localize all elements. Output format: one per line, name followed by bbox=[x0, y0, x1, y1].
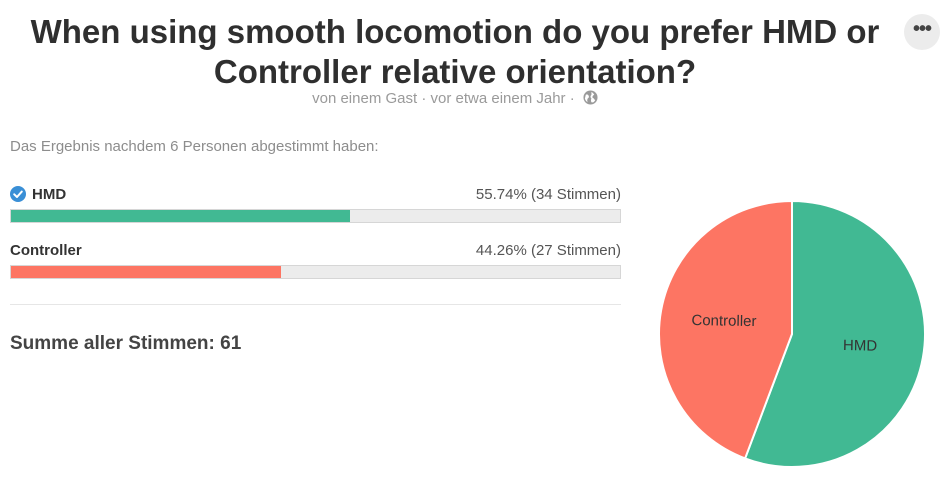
pie-slice-controller bbox=[658, 199, 793, 460]
poll-meta-text: von einem Gast · vor etwa einem Jahr · bbox=[312, 90, 575, 107]
option-controller-stat: 44.26% (27 Stimmen) bbox=[475, 241, 621, 259]
globe-icon bbox=[583, 90, 598, 109]
option-hmd: HMD 55.74% (34 Stimmen) bbox=[10, 184, 621, 223]
option-controller: Controller 44.26% (27 Stimmen) bbox=[10, 240, 621, 279]
option-hmd-bar bbox=[10, 209, 621, 223]
poll-title: When using smooth locomotion do you pref… bbox=[0, 12, 910, 92]
pie-label-controller: Controller bbox=[691, 312, 756, 330]
more-options-button[interactable]: ••• bbox=[904, 14, 940, 50]
result-intro: Das Ergebnis nachdem 6 Personen abgestim… bbox=[10, 138, 379, 155]
option-controller-label: Controller bbox=[10, 241, 82, 259]
total-votes: Summe aller Stimmen: 61 bbox=[10, 333, 242, 354]
poll-meta: von einem Gast · vor etwa einem Jahr · bbox=[0, 90, 910, 109]
divider bbox=[10, 304, 621, 305]
option-hmd-stat: 55.74% (34 Stimmen) bbox=[475, 185, 621, 203]
pie-chart: HMD Controller bbox=[658, 199, 927, 468]
option-controller-name: Controller bbox=[10, 242, 82, 259]
option-hmd-bar-fill bbox=[11, 210, 351, 222]
ellipsis-icon: ••• bbox=[912, 18, 932, 40]
option-hmd-label: HMD bbox=[32, 185, 67, 203]
poll-title-line-1: When using smooth locomotion do you pref… bbox=[30, 13, 880, 50]
option-controller-bar bbox=[10, 265, 621, 279]
option-controller-bar-fill bbox=[11, 266, 281, 278]
poll-title-line-2: Controller relative orientation? bbox=[213, 53, 697, 90]
pie-slice-hmd bbox=[743, 199, 927, 468]
pie-label-hmd: HMD bbox=[843, 337, 878, 355]
checkmark-icon bbox=[10, 186, 26, 202]
option-hmd-name: HMD bbox=[10, 186, 66, 203]
